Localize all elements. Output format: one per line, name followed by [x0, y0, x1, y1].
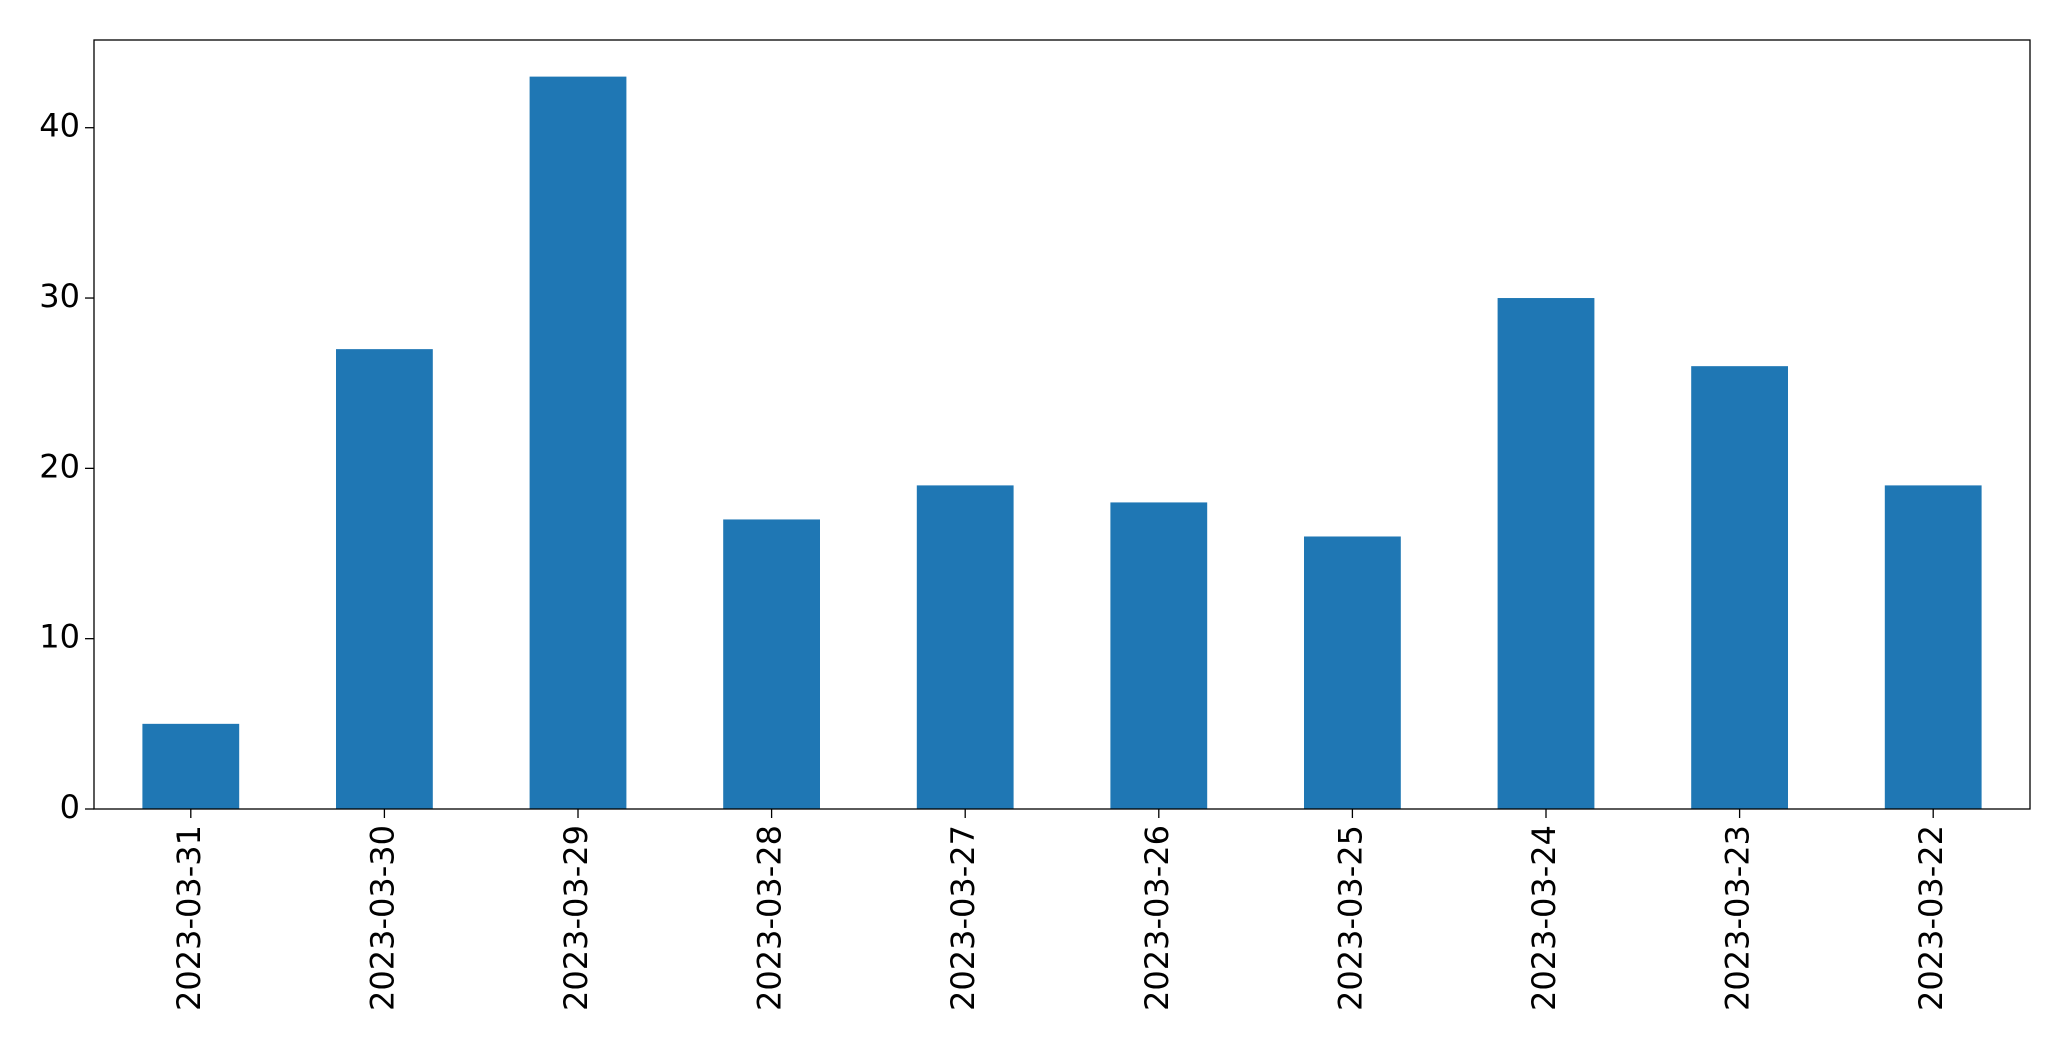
x-tick-label: 2023-03-31: [170, 825, 208, 1011]
y-tick-label: 30: [39, 277, 80, 315]
x-tick-label: 2023-03-30: [363, 825, 401, 1011]
bar: [723, 519, 820, 809]
bar: [916, 485, 1014, 809]
bar: [142, 723, 240, 809]
x-tick-label: 2023-03-28: [751, 825, 789, 1011]
bar: [1691, 366, 1788, 809]
y-tick-label: 20: [39, 447, 80, 485]
x-tick-label: 2023-03-23: [1719, 825, 1757, 1011]
bar: [1884, 485, 1982, 809]
y-tick-label: 40: [39, 107, 80, 145]
x-tick-label: 2023-03-27: [944, 825, 982, 1011]
bar: [529, 76, 627, 810]
plot-frame: [93, 39, 2031, 810]
y-tick-label: 10: [39, 618, 80, 656]
x-tick-label: 2023-03-29: [557, 825, 595, 1011]
bar: [1110, 502, 1208, 809]
x-tick-label: 2023-03-26: [1138, 825, 1176, 1011]
bar: [1497, 298, 1595, 809]
x-tick-label: 2023-03-25: [1331, 825, 1369, 1011]
bar: [336, 349, 433, 809]
bar: [1304, 536, 1401, 809]
x-tick-label: 2023-03-22: [1912, 825, 1950, 1011]
y-tick-label: 0: [60, 788, 80, 826]
x-tick-label: 2023-03-24: [1525, 825, 1563, 1011]
